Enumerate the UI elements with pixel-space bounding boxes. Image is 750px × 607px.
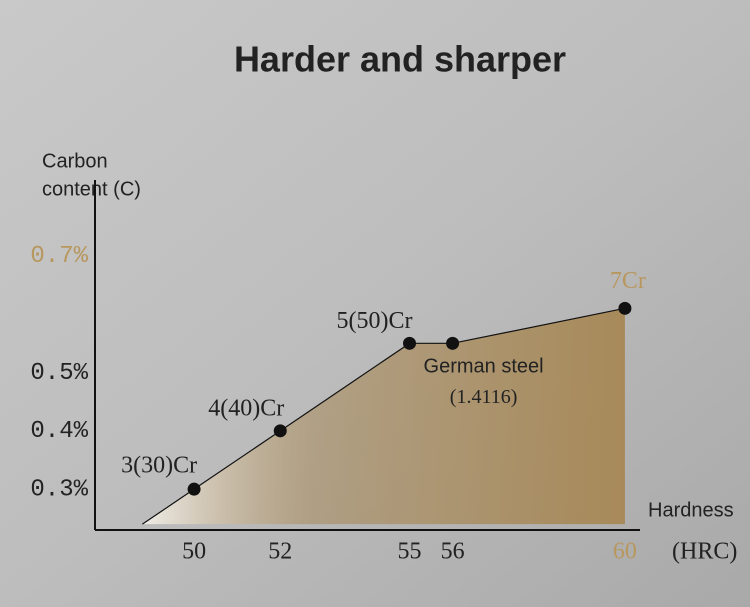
point-label: 3(30)Cr bbox=[121, 453, 197, 479]
x-tick-label: 52 bbox=[268, 539, 292, 565]
data-point bbox=[187, 482, 201, 496]
y-axis-label: Carbon bbox=[42, 150, 108, 172]
y-tick-label: 0.3% bbox=[30, 477, 88, 504]
data-point bbox=[618, 301, 632, 315]
y-tick-label: 0.5% bbox=[30, 360, 88, 387]
x-tick-label: 60 bbox=[613, 539, 637, 565]
area-fill bbox=[142, 308, 625, 525]
point-label: (1.4116) bbox=[450, 386, 518, 408]
data-point bbox=[403, 336, 417, 350]
point-label: 5(50)Cr bbox=[337, 308, 413, 334]
y-tick-label: 0.7% bbox=[30, 243, 88, 270]
x-axis-unit: (HRC) bbox=[672, 539, 737, 565]
x-tick-label: 56 bbox=[441, 539, 465, 565]
y-tick-label: 0.4% bbox=[30, 418, 88, 445]
x-tick-label: 50 bbox=[182, 539, 206, 565]
chart-title: Harder and sharper bbox=[234, 39, 566, 80]
point-label: 4(40)Cr bbox=[208, 395, 284, 421]
data-point bbox=[273, 424, 287, 438]
x-axis-label: Hardness bbox=[648, 499, 734, 521]
data-point bbox=[446, 336, 460, 350]
x-tick-label: 55 bbox=[398, 539, 422, 565]
y-axis-label: content (C) bbox=[42, 178, 141, 200]
line bbox=[142, 307, 626, 525]
point-label: German steel bbox=[424, 356, 544, 378]
point-label: 7Cr bbox=[610, 268, 646, 294]
